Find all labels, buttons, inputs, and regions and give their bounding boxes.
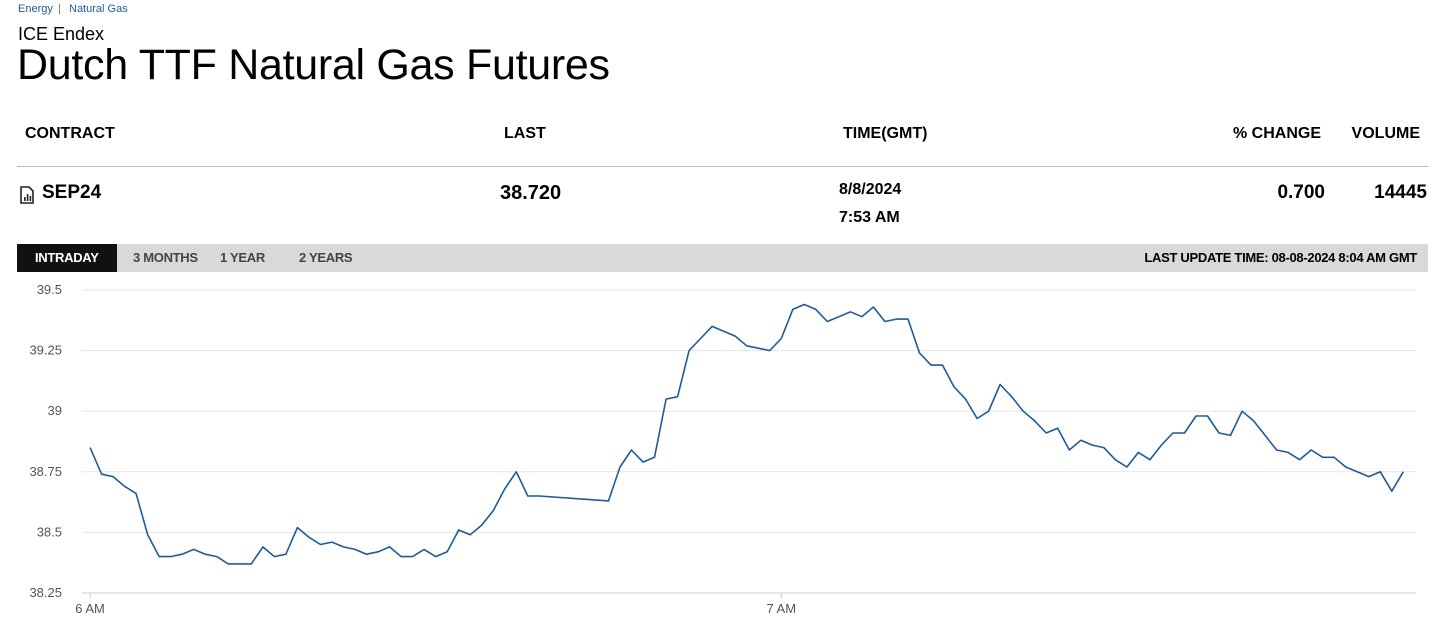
y-tick-label: 39 (48, 403, 62, 418)
y-tick-label: 39.25 (29, 343, 62, 358)
contract-icon[interactable] (19, 186, 35, 204)
x-tick-label: 7 AM (766, 601, 796, 616)
x-tick-label: 6 AM (75, 601, 105, 616)
column-header: LAST (504, 125, 546, 142)
tab-bar (17, 244, 1428, 272)
breadcrumb-link[interactable]: Natural Gas (69, 3, 128, 15)
tab[interactable]: INTRADAY (17, 244, 117, 272)
tab[interactable]: 3 MONTHS (133, 250, 198, 265)
divider (17, 166, 1428, 167)
y-tick-label: 38.75 (29, 464, 62, 479)
y-tick-label: 38.5 (37, 524, 62, 539)
volume: 14445 (1374, 182, 1427, 203)
breadcrumb-separator: | (58, 3, 61, 15)
column-header: VOLUME (1351, 125, 1420, 142)
percent-change: 0.700 (1277, 182, 1325, 203)
y-tick-label: 39.5 (37, 282, 62, 297)
column-header: CONTRACT (25, 125, 115, 142)
exchange: ICE Endex (18, 24, 105, 44)
last-price: 38.720 (500, 182, 562, 204)
trade-date: 8/8/2024 (839, 181, 902, 198)
price-line (89, 303, 1404, 565)
contract[interactable]: SEP24 (42, 182, 102, 203)
column-header: TIME(GMT) (843, 125, 928, 142)
last-update: LAST UPDATE TIME: 08-08-2024 8:04 AM GMT (1144, 250, 1417, 265)
tab[interactable]: 2 YEARS (299, 250, 353, 265)
column-header: % CHANGE (1232, 125, 1321, 142)
y-tick-label: 38.25 (29, 585, 62, 600)
trade-time: 7:53 AM (839, 209, 900, 226)
page-title: Dutch TTF Natural Gas Futures (17, 41, 610, 89)
tab[interactable]: 1 YEAR (220, 250, 265, 265)
breadcrumb-link[interactable]: Energy (18, 3, 53, 15)
